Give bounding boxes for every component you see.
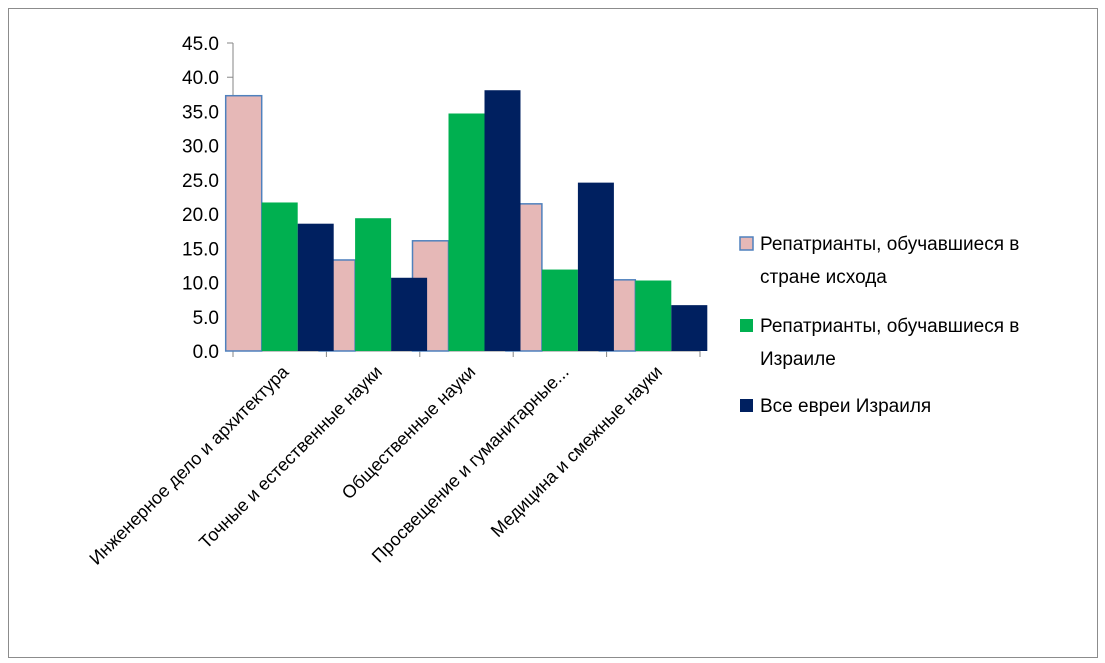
x-category-label: Инженерное дело и архитектура — [85, 361, 293, 569]
bar — [541, 269, 578, 351]
bar — [448, 113, 485, 352]
legend-swatch — [739, 236, 754, 251]
legend-label: стране исхода — [760, 267, 887, 288]
bar — [355, 218, 392, 351]
y-tick-label: 40.0 — [182, 68, 219, 89]
legend-swatch — [740, 319, 753, 332]
legend-label: Репатрианты, обучавшиеся в — [760, 234, 1019, 255]
legend-swatch — [740, 399, 753, 412]
bar — [577, 182, 614, 351]
bar — [635, 280, 672, 351]
bar — [224, 94, 263, 352]
x-category-label: Просвещение и гуманитарные... — [368, 362, 573, 567]
y-tick-label: 15.0 — [182, 239, 219, 260]
legend-label: Репатрианты, обучавшиеся в — [760, 316, 1019, 337]
y-tick-label: 20.0 — [182, 205, 219, 226]
legend-label: Все евреи Израиля — [760, 396, 931, 417]
y-tick-label: 35.0 — [182, 102, 219, 123]
y-tick-label: 30.0 — [182, 137, 219, 158]
bar — [484, 90, 521, 351]
y-tick-label: 0.0 — [193, 342, 219, 363]
y-tick-label: 45.0 — [182, 34, 219, 55]
bar — [261, 202, 298, 351]
x-category-label: Медицина и смежные науки — [487, 362, 666, 541]
bar — [391, 277, 428, 351]
bar — [671, 305, 708, 351]
y-tick-label: 25.0 — [182, 171, 219, 192]
x-category-label: Точные и естественные науки — [195, 362, 386, 553]
y-tick-label: 10.0 — [182, 274, 219, 295]
legend-label: Израиле — [760, 349, 836, 370]
bar — [297, 223, 334, 351]
y-tick-label: 5.0 — [193, 308, 219, 329]
